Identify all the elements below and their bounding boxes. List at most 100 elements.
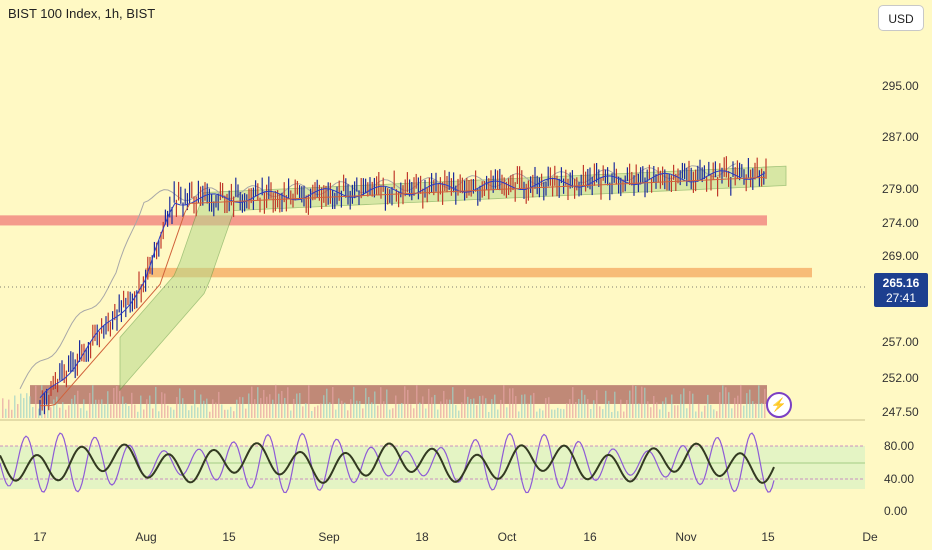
time-axis-tick: 16: [583, 530, 597, 544]
price-axis-tick: 274.00: [882, 216, 919, 230]
volume-bar: [56, 396, 58, 418]
volume-bar: [545, 398, 547, 418]
volume-bar: [149, 395, 151, 418]
time-axis-tick: Sep: [318, 530, 340, 544]
volume-bar: [431, 397, 433, 418]
volume-bar: [662, 401, 664, 418]
volume-bar: [491, 399, 493, 418]
volume-bar: [338, 398, 340, 418]
volume-bar: [698, 403, 700, 418]
volume-bar: [182, 398, 184, 418]
volume-bar: [647, 401, 649, 418]
volume-bar: [566, 403, 568, 418]
volume-bar: [404, 386, 406, 418]
volume-bar: [260, 398, 262, 418]
volume-bar: [347, 410, 349, 418]
volume-bar: [473, 398, 475, 418]
volume-bar: [116, 386, 118, 418]
volume-bar: [455, 405, 457, 418]
volume-bar: [653, 395, 655, 418]
volume-bar: [212, 399, 214, 418]
volume-bar: [71, 398, 73, 418]
volume-bar: [482, 395, 484, 418]
volume-bar: [323, 395, 325, 418]
price-axis-tick: 287.00: [882, 130, 919, 144]
volume-bar: [524, 394, 526, 418]
volume-bar: [644, 387, 646, 418]
volume-bar: [29, 396, 31, 418]
volume-bar: [344, 402, 346, 418]
currency-button[interactable]: USD: [878, 5, 924, 31]
volume-bar: [467, 396, 469, 418]
volume-bar: [152, 408, 154, 418]
volume-bar: [275, 384, 277, 418]
volume-bar: [506, 407, 508, 418]
volume-bar: [161, 392, 163, 418]
volume-bar: [380, 387, 382, 418]
volume-bar: [605, 390, 607, 418]
volume-bar: [725, 387, 727, 418]
volume-bar: [395, 395, 397, 418]
volume-bar: [128, 405, 130, 418]
volume-bar: [542, 410, 544, 418]
time-axis-tick: 17: [33, 530, 47, 544]
volume-bar: [359, 401, 361, 418]
volume-bar: [371, 402, 373, 418]
volume-bar: [206, 398, 208, 418]
volume-bar: [287, 387, 289, 418]
volume-bar: [38, 408, 40, 418]
volume-bar: [53, 399, 55, 418]
volume-bar: [515, 396, 517, 418]
volume-bar: [32, 407, 34, 418]
volume-bar: [197, 407, 199, 418]
volume-bar: [389, 409, 391, 418]
price-axis-tick: 279.00: [882, 182, 919, 196]
volume-bar: [236, 399, 238, 418]
volume-bar: [587, 399, 589, 418]
volume-bar: [350, 399, 352, 418]
support-resistance-zone: [30, 385, 767, 404]
oscillator-axis-tick: 80.00: [884, 439, 914, 453]
volume-bar: [194, 389, 196, 418]
volume-bar: [446, 399, 448, 418]
volume-bar: [65, 409, 67, 418]
volume-bar: [320, 403, 322, 418]
volume-bar: [695, 411, 697, 418]
volume-bar: [701, 411, 703, 418]
volume-bar: [317, 405, 319, 418]
volume-bar: [620, 399, 622, 418]
volume-bar: [548, 397, 550, 418]
volume-bar: [107, 391, 109, 418]
volume-bar: [485, 398, 487, 418]
volume-bar: [263, 389, 265, 418]
volume-bar: [377, 405, 379, 418]
price-axis-tick: 257.00: [882, 335, 919, 349]
volume-bar: [509, 388, 511, 418]
volume-bar: [104, 404, 106, 418]
time-axis-tick: De: [862, 530, 878, 544]
volume-bar: [131, 392, 133, 418]
oscillator-fast-line: [0, 432, 775, 494]
volume-bar: [737, 395, 739, 418]
volume-bar: [137, 411, 139, 418]
chart-title: BIST 100 Index, 1h, BIST: [8, 6, 156, 21]
volume-bar: [416, 385, 418, 418]
volume-bar: [329, 402, 331, 418]
volume-bar: [167, 405, 169, 418]
volume-bar: [470, 399, 472, 418]
volume-bar: [59, 407, 61, 418]
oscillator-axis-tick: 40.00: [884, 472, 914, 486]
volume-bar: [176, 396, 178, 418]
volume-bar: [677, 405, 679, 418]
volume-bar: [407, 389, 409, 418]
volume-bar: [140, 395, 142, 418]
volume-bar: [713, 409, 715, 418]
lightning-icon[interactable]: ⚡: [766, 392, 792, 418]
volume-bar: [98, 399, 100, 418]
volume-bar: [710, 404, 712, 418]
volume-bar: [101, 399, 103, 418]
volume-bar: [188, 410, 190, 418]
volume-bar: [200, 394, 202, 418]
